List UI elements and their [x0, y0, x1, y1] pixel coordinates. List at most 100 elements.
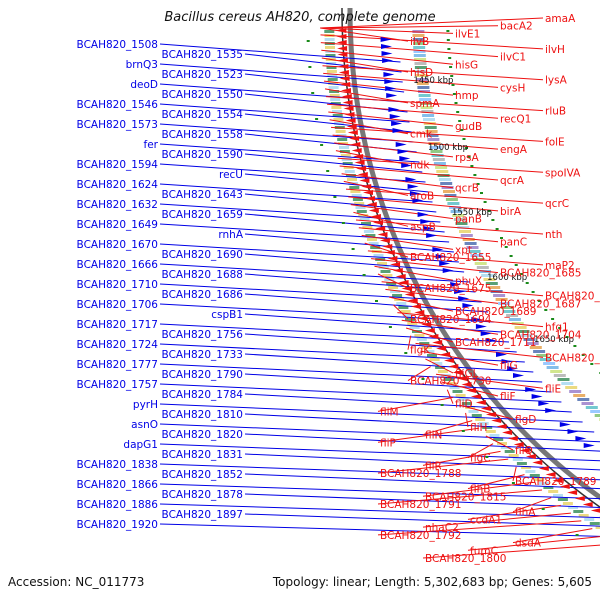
- feature-band-block: [550, 370, 563, 373]
- feature-band-block: [339, 150, 350, 153]
- feature-band-block: [458, 398, 469, 401]
- leader-line-reverse: [512, 528, 593, 544]
- gene-label-forward: BCAH820_1852: [162, 469, 243, 481]
- feature-band-block: [347, 178, 357, 181]
- feature-band-block: [489, 434, 500, 437]
- scale-ticks: [306, 30, 600, 536]
- leader-line-forward: [244, 253, 465, 273]
- feature-band-block: [581, 402, 594, 405]
- feature-band-block: [432, 362, 443, 365]
- feature-band-block: [326, 70, 337, 73]
- feature-band-block: [517, 330, 530, 333]
- leader-line-reverse: [320, 34, 544, 50]
- feature-band-block: [497, 442, 507, 445]
- gene-label-reverse: flhA: [515, 507, 536, 519]
- gene-label-reverse: recQ1: [500, 113, 531, 125]
- gene-label-forward: BCAH820_1550: [162, 89, 243, 101]
- scale-tick-dot: [514, 264, 518, 266]
- feature-band-block: [415, 74, 428, 77]
- feature-band-block: [435, 366, 446, 369]
- gene-label-reverse: fliM: [380, 406, 399, 418]
- feature-band-block: [536, 354, 549, 357]
- forward-gene-arrow: [389, 114, 401, 119]
- feature-band-block: [425, 130, 438, 133]
- feature-band-block: [506, 314, 519, 317]
- leader-line-reverse: [512, 466, 517, 482]
- feature-band-block: [553, 494, 563, 497]
- reverse-gene-arrow: [496, 424, 507, 429]
- position-label: 1450 kbp: [413, 76, 453, 86]
- forward-gene-arrow: [391, 121, 403, 126]
- feature-band-block: [437, 370, 448, 373]
- scale-tick-dot: [504, 246, 508, 248]
- gene-label-forward: BCAH820_1724: [77, 339, 159, 351]
- reverse-gene-arrow: [475, 400, 486, 405]
- feature-band-block: [470, 254, 483, 257]
- position-label: 1550 kbp: [452, 208, 492, 218]
- reverse-gene-arrow: [582, 502, 593, 507]
- scale-tick-dot: [483, 201, 487, 203]
- position-label: 1500 kbp: [428, 143, 468, 153]
- reverse-gene-arrow: [590, 508, 600, 513]
- reverse-gene-arrow: [363, 190, 373, 195]
- gene-label-reverse: BCAH820_1789: [515, 476, 596, 488]
- forward-gene-arrow: [420, 219, 432, 224]
- leader-line-reverse: [422, 481, 534, 497]
- reverse-gene-arrow: [440, 352, 451, 357]
- forward-gene-arrow: [381, 51, 393, 56]
- leader-line-reverse: [321, 49, 454, 65]
- scale-tick-dot: [581, 354, 585, 356]
- forward-gene-arrow: [426, 233, 438, 238]
- reverse-gene-arrow: [337, 46, 348, 51]
- forward-gene-arrow: [397, 149, 409, 154]
- scale-tick-dot: [476, 183, 480, 185]
- feature-band-block: [363, 230, 374, 233]
- feature-band-block: [578, 514, 589, 517]
- reverse-gene-arrow: [421, 322, 432, 327]
- scale-tick-dot: [558, 327, 562, 329]
- feature-band-block: [329, 94, 340, 97]
- feature-band-block: [422, 114, 435, 117]
- scale-tick-dot: [485, 456, 489, 458]
- reverse-gene-arrow: [337, 52, 348, 57]
- forward-gene-arrow: [559, 422, 571, 427]
- scale-tick-dot: [511, 482, 515, 484]
- feature-band-block: [595, 526, 600, 529]
- gene-label-reverse: spmA: [410, 98, 440, 110]
- feature-band-block: [516, 462, 527, 465]
- scale-tick-dot: [448, 57, 452, 59]
- feature-band-block: [419, 342, 430, 345]
- gene-arrows: [336, 28, 600, 517]
- gene-label-forward: recU: [219, 169, 243, 181]
- scale-tick-dot: [491, 219, 495, 221]
- feature-band-block: [447, 202, 460, 205]
- scale-tick-dot: [326, 170, 330, 172]
- reverse-gene-arrow: [507, 436, 518, 441]
- reverse-gene-arrow: [519, 448, 530, 453]
- leader-line-reverse: [415, 342, 544, 358]
- leader-line-reverse: [320, 42, 499, 58]
- feature-band-block: [324, 38, 335, 41]
- feature-band-block: [543, 362, 556, 365]
- scale-tick-dot: [404, 352, 408, 354]
- reverse-gene-arrow: [466, 388, 477, 393]
- leader-line-forward: [159, 143, 420, 163]
- leader-line-forward: [244, 433, 600, 452]
- gene-label-forward: BCAH820_1810: [162, 409, 243, 421]
- reverse-gene-arrow: [480, 406, 491, 411]
- feature-band-block: [538, 482, 549, 485]
- feature-band-block: [429, 358, 440, 361]
- gene-label-reverse: BCAH820_1655: [410, 252, 491, 264]
- forward-gene-arrow: [388, 107, 400, 112]
- scale-tick-dot: [509, 255, 513, 257]
- gene-label-forward: BCAH820_1643: [162, 189, 243, 201]
- gene-label-forward: fer: [144, 139, 159, 151]
- leader-line-reverse: [512, 497, 552, 513]
- scale-tick-dot: [446, 39, 450, 41]
- feature-band-block: [508, 454, 519, 457]
- gene-label-reverse: fliQ: [515, 445, 533, 457]
- gene-label-reverse: BCAH820_1675: [410, 283, 491, 295]
- reverse-gene-arrow: [373, 220, 383, 225]
- feature-band-block: [589, 522, 600, 525]
- feature-band-block: [457, 226, 470, 229]
